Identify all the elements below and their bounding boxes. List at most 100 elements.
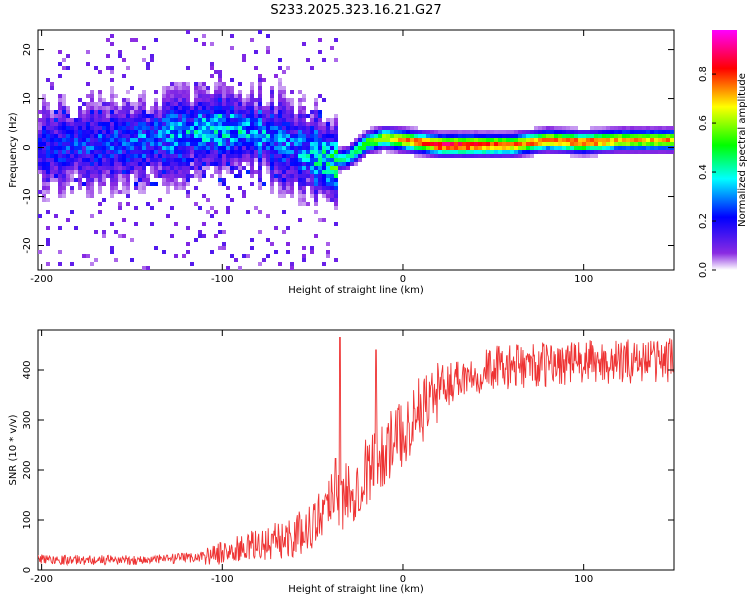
heatmap-cell [246,122,250,126]
heatmap-cell [222,242,226,246]
heatmap-cell [570,138,574,142]
heatmap-cell [170,106,174,110]
heatmap-cell [326,250,330,254]
heatmap-cell [70,134,74,138]
heatmap-cell [290,130,294,134]
heatmap-cell [278,186,282,190]
heatmap-cell [74,158,78,162]
heatmap-cell [618,130,622,134]
heatmap-cell [450,138,454,142]
heatmap-cell [418,134,422,138]
heatmap-cell [230,102,234,106]
heatmap-cell [310,178,314,182]
heatmap-cell [174,186,178,190]
heatmap-cell [110,134,114,138]
heatmap-cell [62,106,66,110]
heatmap-cell [178,114,182,118]
heatmap-cell [134,106,138,110]
heatmap-cell [302,186,306,190]
heatmap-cell [126,122,130,126]
heatmap-cell [54,122,58,126]
heatmap-cell [274,250,278,254]
heatmap-cell [162,106,166,110]
heatmap-cell [130,114,134,118]
heatmap-cell [190,146,194,150]
heatmap-cell [222,98,226,102]
heatmap-cell [198,166,202,170]
heatmap-cell [78,154,82,158]
heatmap-cell [102,134,106,138]
heatmap-cell [398,146,402,150]
heatmap-cell [586,134,590,138]
heatmap-cell [666,150,670,154]
heatmap-cell [46,186,50,190]
heatmap-cell [598,134,602,138]
heatmap-cell [298,146,302,150]
heatmap-cell [266,50,270,54]
heatmap-cell [202,154,206,158]
heatmap-cell [98,94,102,98]
heatmap-cell [222,178,226,182]
heatmap-cell [386,126,390,130]
heatmap-cell [506,138,510,142]
heatmap-cell [318,50,322,54]
heatmap-cell [306,142,310,146]
heatmap-cell [114,150,118,154]
heatmap-cell [66,174,70,178]
heatmap-cell [62,114,66,118]
heatmap-cell [74,154,78,158]
heatmap-cell [286,146,290,150]
heatmap-cell [114,186,118,190]
heatmap-cell [118,54,122,58]
heatmap-cell [298,126,302,130]
heatmap-cell [118,234,122,238]
heatmap-cell [230,118,234,122]
heatmap-cell [58,226,62,230]
heatmap-cell [186,170,190,174]
heatmap-cell [646,126,650,130]
heatmap-cell [194,162,198,166]
heatmap-cell [74,162,78,166]
heatmap-cell [74,166,78,170]
heatmap-cell [338,154,342,158]
heatmap-cell [166,106,170,110]
heatmap-cell [458,138,462,142]
heatmap-cell [606,146,610,150]
heatmap-cell [246,102,250,106]
heatmap-cell [94,170,98,174]
heatmap-cell [138,98,142,102]
heatmap-cell [498,138,502,142]
heatmap-cell [218,154,222,158]
heatmap-cell [38,126,42,130]
heatmap-cell [218,118,222,122]
heatmap-cell [250,142,254,146]
heatmap-cell [602,130,606,134]
heatmap-cell [118,170,122,174]
heatmap-cell [294,166,298,170]
heatmap-cell [306,202,310,206]
heatmap-cell [150,58,154,62]
heatmap-cell [146,62,150,66]
heatmap-cell [218,230,222,234]
heatmap-cell [330,150,334,154]
heatmap-cell [226,94,230,98]
heatmap-cell [142,190,146,194]
heatmap-cell [378,146,382,150]
heatmap-cell [130,118,134,122]
heatmap-cell [166,174,170,178]
heatmap-cell [154,110,158,114]
heatmap-cell [130,166,134,170]
heatmap-cell [98,154,102,158]
heatmap-cell [158,154,162,158]
heatmap-cell [202,34,206,38]
heatmap-cell [470,154,474,158]
heatmap-cell [110,162,114,166]
heatmap-cell [226,86,230,90]
heatmap-cell [122,130,126,134]
heatmap-cell [446,150,450,154]
heatmap-cell [226,158,230,162]
heatmap-cell [166,90,170,94]
heatmap-cell [482,138,486,142]
heatmap-cell [410,142,414,146]
heatmap-cell [90,150,94,154]
